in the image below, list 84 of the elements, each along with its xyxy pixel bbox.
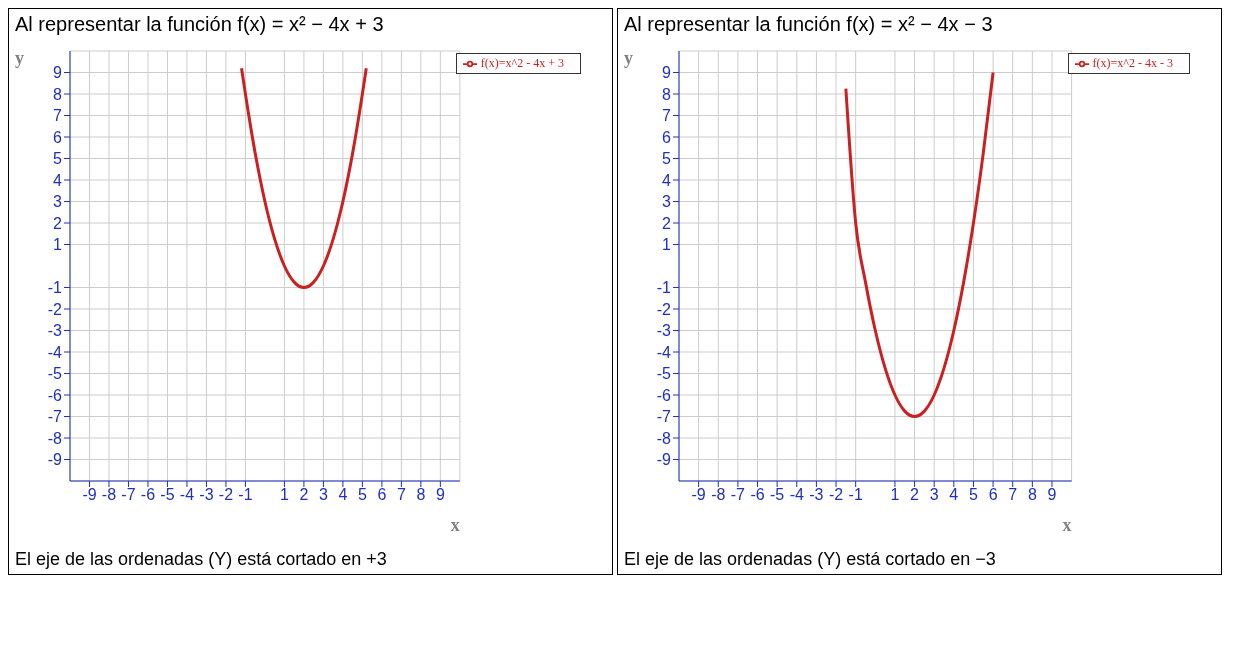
- x-tick-label: -5: [160, 486, 175, 504]
- x-tick-label: 7: [1008, 486, 1018, 504]
- x-tick-label: 5: [969, 486, 978, 504]
- y-tick-label: 6: [662, 128, 672, 146]
- y-tick-label: -7: [47, 408, 63, 426]
- x-tick-label: -5: [770, 486, 785, 504]
- x-axis-title: x: [450, 515, 460, 535]
- x-tick-label: -6: [140, 486, 156, 504]
- chart-title: Al representar la función f(x) = x² − 4x + 3: [15, 13, 385, 37]
- y-tick-label: 3: [662, 193, 672, 211]
- y-axis-title: y: [15, 47, 24, 68]
- y-tick-label: -9: [656, 451, 672, 469]
- x-tick-label: -4: [179, 486, 195, 504]
- x-tick-label: 2: [299, 486, 309, 504]
- y-tick-label: 9: [53, 64, 63, 82]
- x-tick-label: -1: [848, 486, 863, 504]
- y-tick-label: 5: [662, 150, 672, 168]
- y-tick-label: 7: [662, 107, 672, 125]
- x-tick-label: -1: [238, 486, 253, 504]
- y-tick-label: 4: [53, 171, 63, 189]
- y-tick-label: 3: [53, 193, 63, 211]
- x-tick-label: 7: [396, 486, 406, 504]
- y-tick-label: -3: [47, 322, 63, 340]
- y-tick-label: 2: [53, 214, 63, 232]
- x-tick-label: -9: [82, 486, 97, 504]
- x-tick-label: -9: [691, 486, 706, 504]
- y-tick-label: -4: [656, 343, 672, 361]
- x-tick-label: 8: [416, 486, 426, 504]
- y-tick-label: -5: [656, 365, 672, 383]
- x-tick-label: 6: [377, 486, 387, 504]
- y-tick-label: -8: [47, 429, 63, 447]
- y-tick-label: -8: [656, 429, 672, 447]
- y-tick-label: 9: [662, 64, 672, 82]
- x-tick-label: 3: [318, 486, 328, 504]
- chart-title: Al representar la función f(x) = x² − 4x − 3: [624, 13, 994, 37]
- y-tick-label: -2: [47, 300, 63, 318]
- y-tick-label: -6: [47, 386, 63, 404]
- y-tick-label: -7: [656, 408, 672, 426]
- x-tick-label: -2: [218, 486, 234, 504]
- line-series: [240, 66, 368, 289]
- y-tick-label: 8: [53, 85, 63, 103]
- y-tick-label: -5: [47, 365, 63, 383]
- x-tick-label: 9: [1047, 486, 1057, 504]
- y-tick-label: -4: [47, 343, 63, 361]
- x-tick-label: 4: [949, 486, 959, 504]
- x-tick-label: 2: [910, 486, 920, 504]
- text: El eje de las ordenadas (Y) está cortado en +3: [15, 549, 388, 570]
- y-tick-label: -6: [656, 386, 672, 404]
- y-tick-label: 6: [53, 128, 63, 146]
- y-tick-label: 7: [53, 107, 63, 125]
- x-tick-label: -7: [121, 486, 136, 504]
- y-tick-label: 1: [53, 236, 63, 254]
- y-tick-label: 1: [662, 236, 672, 254]
- x-tick-label: -8: [101, 486, 117, 504]
- y-tick-label: -9: [47, 451, 63, 469]
- x-tick-label: 8: [1027, 486, 1037, 504]
- y-tick-label: -1: [656, 279, 672, 297]
- legend-label: f(x)=x^2 - 4x + 3: [480, 56, 564, 70]
- line-series: [844, 71, 995, 418]
- x-tick-label: 1: [279, 486, 289, 504]
- y-tick-label: 8: [662, 85, 672, 103]
- x-tick-label: -2: [828, 486, 844, 504]
- y-tick-label: -1: [47, 279, 63, 297]
- text: El eje de las ordenadas (Y) está cortado en −3: [624, 549, 997, 570]
- x-tick-label: -3: [199, 486, 214, 504]
- x-tick-label: 9: [435, 486, 445, 504]
- x-axis-title: x: [1062, 515, 1072, 535]
- y-tick-label: 4: [662, 171, 672, 189]
- x-tick-label: -6: [750, 486, 765, 504]
- x-tick-label: -4: [789, 486, 804, 504]
- x-tick-label: 1: [890, 486, 900, 504]
- y-tick-label: -3: [656, 322, 672, 340]
- x-tick-label: -3: [809, 486, 824, 504]
- x-tick-label: 6: [988, 486, 998, 504]
- y-tick-label: 5: [53, 150, 63, 168]
- x-tick-label: 3: [929, 486, 939, 504]
- x-tick-label: -8: [711, 486, 726, 504]
- x-tick-label: 5: [357, 486, 367, 504]
- y-axis-title: y: [624, 47, 633, 68]
- y-tick-label: -2: [656, 300, 672, 318]
- x-tick-label: -7: [730, 486, 746, 504]
- x-tick-label: 4: [338, 486, 348, 504]
- legend-label: f(x)=x^2 - 4x - 3: [1092, 56, 1173, 70]
- y-tick-label: 2: [662, 214, 672, 232]
